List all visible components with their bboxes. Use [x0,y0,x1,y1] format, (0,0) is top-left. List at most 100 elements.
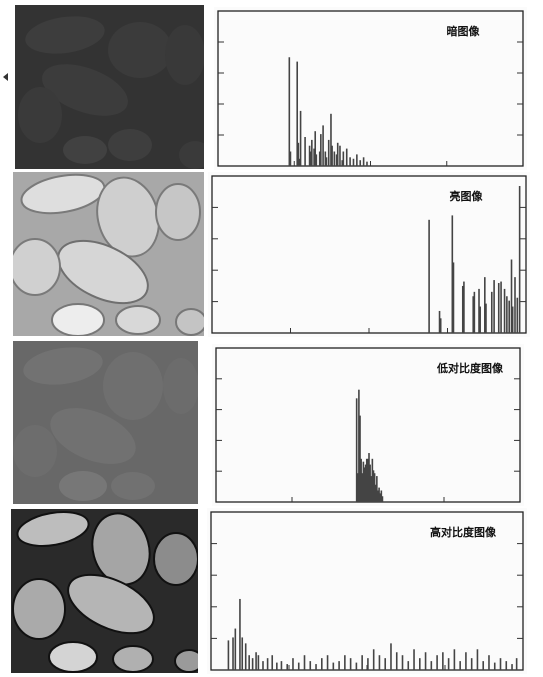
histogram-title: 亮图像 [450,189,484,203]
histogram-bar [485,303,487,333]
histogram-bar [257,655,260,670]
histogram-bar [308,145,311,166]
histogram-bar [244,643,247,670]
histogram-bar [349,157,351,166]
histogram-bar [518,186,521,333]
histogram-bar [473,291,476,333]
histogram-bar [339,145,341,166]
histogram-bar [436,655,438,670]
histogram-bar [271,655,274,670]
histogram-bar [366,161,368,166]
histogram-bar [311,139,313,166]
histogram-bar [367,458,369,502]
histogram-title: 高对比度图像 [430,525,497,539]
histogram-bar [344,655,346,670]
histogram-bar [333,151,336,166]
histogram-bar [374,484,377,502]
histogram-bar [309,151,312,166]
histogram-bar [407,661,410,670]
histogram-bar [510,259,513,333]
histogram-bar [500,281,502,333]
histogram-bar [365,458,368,502]
histogram-bar [315,664,317,670]
histogram-bar [239,598,241,670]
histogram-bar [508,300,510,333]
histogram-bar [349,658,352,670]
histogram-bar [470,658,473,670]
histogram-bar [330,113,332,166]
histogram-bar [493,280,495,333]
histogram-bar [332,662,335,670]
histogram-bar [303,655,306,670]
histogram-bar [370,476,373,502]
histogram-bar [241,637,244,670]
histogram-bar [478,288,480,333]
bright-image [13,172,204,336]
histogram-bar [336,142,339,166]
histogram-bar [251,658,254,670]
histogram-bar [424,652,427,670]
histogram-bar [453,649,456,670]
histogram-bar [497,283,500,333]
histogram-bar [461,285,464,333]
histogram-bar [368,453,370,502]
histogram-bar [384,658,387,670]
histogram-bar [378,655,381,670]
histogram-bar [286,664,289,670]
histogram-bar [356,473,359,502]
histogram-bar [255,652,257,670]
histogram-bar [372,649,375,670]
histogram-bar [297,142,300,166]
histogram-bar [299,110,302,166]
histogram-bar [318,151,321,166]
histogram-bar [439,318,442,333]
histogram-bar [326,655,329,670]
histogram-bar [335,154,338,166]
histogram-bar [380,490,383,502]
histogram-title: 低对比度图像 [436,361,504,375]
histogram-bar [401,655,404,670]
histogram-bar [372,470,375,502]
histogram-bar [488,655,490,670]
histogram-bar [395,652,398,670]
histogram-bar [227,640,230,670]
histogram-bar [352,158,355,166]
histogram-bar [378,487,380,502]
histogram-bar [298,158,301,166]
histogram-bar [438,310,441,333]
histogram-bar [338,661,340,670]
histogram-bar [430,661,433,670]
histogram-bar [379,493,382,502]
histogram-bar [320,134,322,166]
histogram-bar [248,655,250,670]
histogram-bar [289,151,292,166]
histogram-bar [315,154,318,166]
histogram-bar [515,658,518,670]
histogram-bar [362,157,365,166]
histogram-bar [511,664,513,670]
histogram-bar [322,125,324,166]
histogram-bar [505,661,508,670]
histogram-bar [377,490,379,502]
histogram-bar [499,658,502,670]
left-arrow-marker [3,73,8,81]
histogram-bar [465,652,467,670]
histogram-bar [452,262,455,333]
histogram-bar [232,637,234,670]
histogram-title: 暗图像 [447,24,481,38]
histogram-bar [359,415,361,502]
histogram-bar [482,661,485,670]
histogram-bar [288,57,291,166]
histogram-bar [321,658,323,670]
histogram-bar [324,151,327,166]
histogram-bar [369,464,371,502]
histogram-bar [459,661,461,670]
histogram-bar [358,389,360,502]
histogram-bar [413,649,415,670]
histogram-bar [309,661,312,670]
histogram-bar [472,296,475,333]
histogram-bar [234,628,237,670]
histogram-bar [342,151,345,166]
low-contrast-histogram: 低对比度图像 [212,344,524,506]
bright-image-histogram: 亮图像 [208,172,530,337]
